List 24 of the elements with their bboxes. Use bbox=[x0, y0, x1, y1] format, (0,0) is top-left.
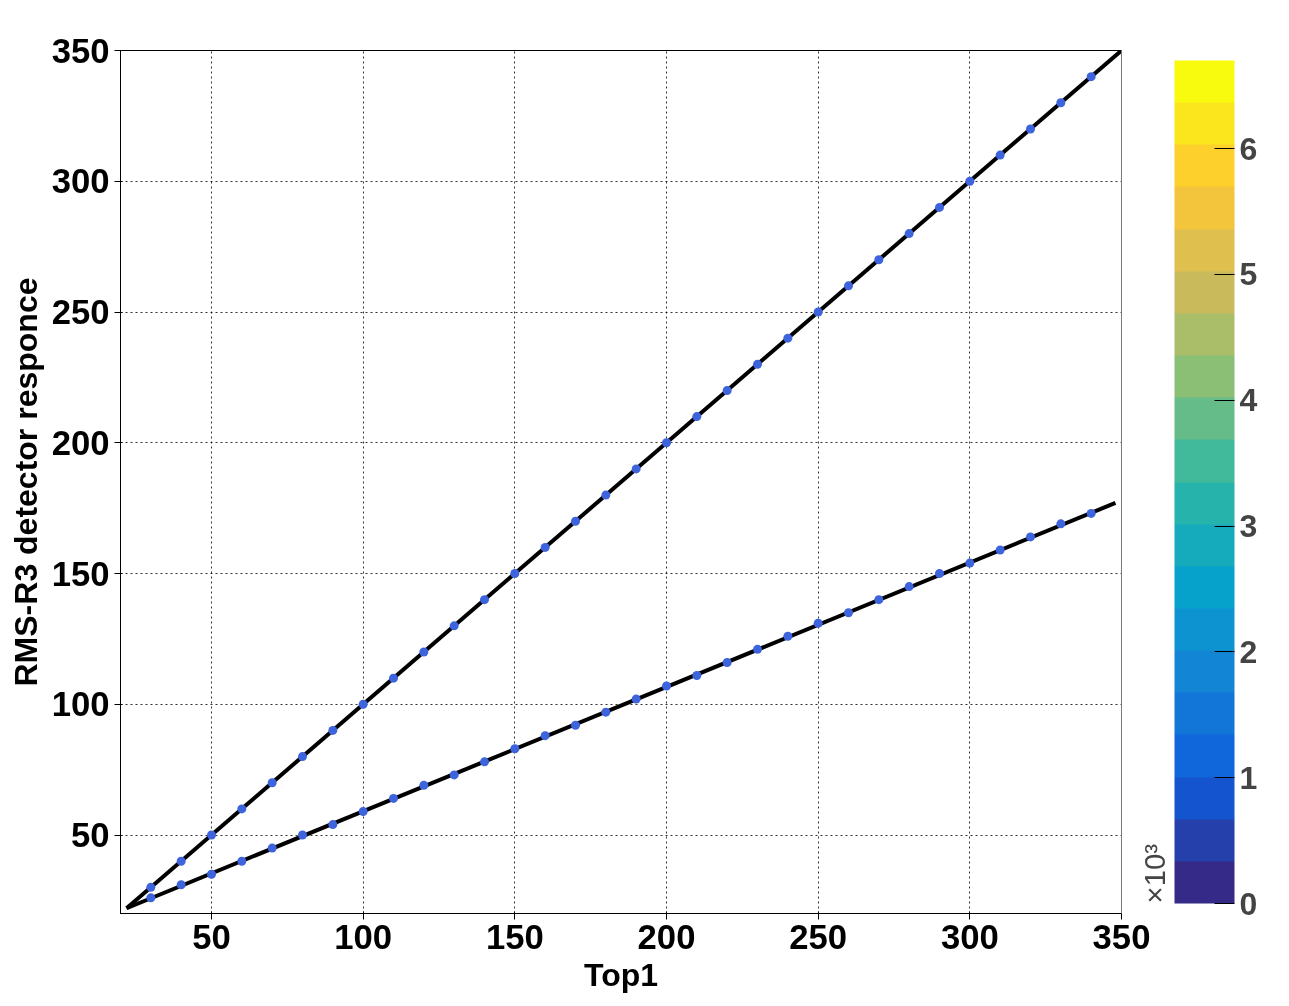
color-bar-label: 0 bbox=[1239, 885, 1258, 922]
y-tick-label: 300 bbox=[51, 162, 110, 201]
x-tick-label: 300 bbox=[940, 917, 999, 956]
color-bar-label: 2 bbox=[1239, 633, 1258, 670]
color-bar-label: 6 bbox=[1239, 130, 1258, 167]
color-bar-label: 4 bbox=[1239, 382, 1258, 419]
x-tick-label: 150 bbox=[485, 917, 544, 956]
y-tick-label: 200 bbox=[51, 423, 110, 462]
x-tick-label: 100 bbox=[334, 917, 393, 956]
y-tick-label: 50 bbox=[70, 816, 110, 855]
color-bar-label: 1 bbox=[1239, 759, 1258, 796]
x-tick-label: 200 bbox=[637, 917, 696, 956]
y-tick-label: 150 bbox=[51, 554, 110, 593]
y-tick-label: 100 bbox=[51, 685, 110, 724]
y-tick-label: 350 bbox=[51, 31, 110, 70]
color-bar-label: 5 bbox=[1239, 256, 1258, 293]
x-axis-title: Top1 bbox=[583, 956, 659, 993]
y-tick-label: 250 bbox=[51, 293, 110, 332]
y-axis-title: RMS-R3 detector responce bbox=[7, 277, 44, 687]
x-tick-label: 250 bbox=[789, 917, 848, 956]
color-bar-label: 3 bbox=[1239, 508, 1258, 545]
x-tick-label: 50 bbox=[192, 917, 231, 956]
color-bar-title: ×10³ bbox=[1137, 843, 1171, 904]
x-tick-label: 350 bbox=[1092, 917, 1151, 956]
